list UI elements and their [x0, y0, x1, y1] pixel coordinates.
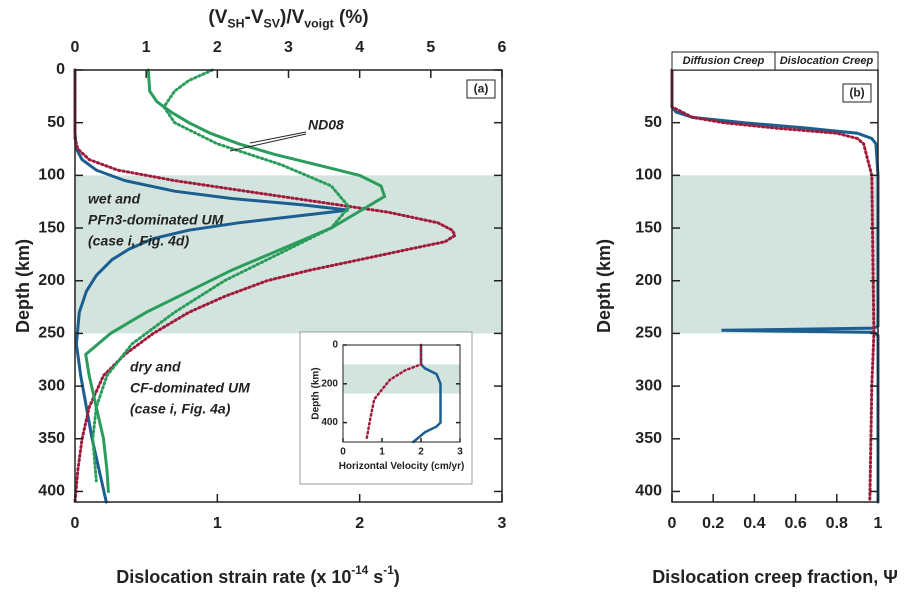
axis-title-part: (%): [334, 7, 369, 28]
y-tick-label: 50: [644, 114, 662, 131]
x-tick-label: 0: [668, 515, 677, 532]
axis-title-part: (V: [208, 7, 227, 28]
x-tick-label: 3: [498, 515, 507, 532]
x-tick-label: 0.8: [826, 515, 848, 532]
x-tick-label: 1: [213, 515, 222, 532]
x-tick-label: 0.4: [743, 515, 765, 532]
y-tick-label: 0: [332, 340, 338, 351]
y-tick-label: 200: [635, 272, 662, 289]
axis-title-part: )/V: [280, 7, 305, 28]
x2-tick-label: 0: [71, 39, 80, 56]
shaded-band: [343, 364, 460, 394]
y-tick-label: 350: [635, 430, 662, 447]
x2-tick-label: 6: [498, 39, 507, 56]
x2-tick-label: 1: [142, 39, 151, 56]
annotation: PFn3-dominated UM: [88, 212, 224, 228]
y-tick-label: 200: [321, 378, 338, 389]
x2-tick-label: 3: [284, 39, 293, 56]
leader-line: [229, 133, 307, 152]
axis-title: Dislocation creep fraction, Ψ: [652, 567, 898, 587]
annotation: wet and: [88, 191, 141, 207]
profile-line: [84, 68, 387, 493]
profile-line: [365, 343, 423, 442]
plot-frame: [342, 344, 461, 443]
axis-title-part: -V: [245, 7, 264, 28]
axis-title-part: voigt: [304, 17, 334, 31]
y-tick-label: 400: [38, 483, 65, 500]
profile-line: [91, 68, 351, 483]
axis-title: Dislocation strain rate (x 10-14 s-1): [116, 564, 399, 587]
y-axis-title: Depth (km): [13, 239, 33, 333]
annotation: CF-dominated UM: [130, 380, 250, 396]
axis-title-part: Dislocation creep fraction, Ψ: [652, 567, 898, 587]
y-tick-label: 150: [38, 219, 65, 236]
x-tick-label: 0: [71, 515, 80, 532]
x-tick-label: 2: [355, 515, 364, 532]
y-tick-label: 200: [38, 272, 65, 289]
axis-title-part: -14: [351, 564, 368, 577]
y-axis-title: Depth (km): [594, 239, 614, 333]
annotation: (case i, Fig. 4a): [130, 401, 231, 417]
shaded-band: [672, 175, 878, 334]
axis-title-part: SV: [264, 17, 281, 31]
y-tick-label: 400: [321, 417, 338, 428]
x-tick-label: 1: [874, 515, 883, 532]
x2-tick-label: 4: [355, 39, 364, 56]
axis-title-part: Horizontal Velocity (cm/yr): [339, 461, 465, 472]
axis-title: Horizontal Velocity (cm/yr): [339, 461, 465, 472]
axis-title-part: -1: [383, 564, 394, 577]
profile-line: [73, 68, 349, 504]
axis-title-part: Dislocation strain rate (x 10: [116, 567, 351, 587]
y-tick-label: 0: [56, 61, 65, 78]
x-tick-label: 3: [457, 447, 463, 458]
panel-label: (a): [474, 82, 489, 96]
y-axis-title: Depth (km): [311, 367, 322, 419]
x-tick-label: 2: [418, 447, 424, 458]
y-tick-label: 250: [635, 325, 662, 342]
x-tick-label: 0: [340, 447, 346, 458]
regime-label: Dislocation Creep: [780, 55, 874, 67]
y-tick-label: 350: [38, 430, 65, 447]
x2-tick-label: 5: [426, 39, 435, 56]
axis-title-part: SH: [227, 17, 244, 31]
profile-line: [73, 68, 457, 504]
y-tick-label: 50: [47, 114, 65, 131]
annotation: (case i, Fig. 4d): [88, 233, 189, 249]
axis-title: (VSH-VSV)/Vvoigt (%): [208, 7, 368, 31]
inset-background: [299, 331, 473, 485]
annotation: dry and: [130, 359, 181, 375]
axis-title-part: ): [394, 567, 400, 587]
panel-label-box: [842, 83, 872, 103]
regime-label: Diffusion Creep: [683, 55, 765, 67]
profile-line: [670, 68, 876, 504]
x2-tick-label: 2: [213, 39, 222, 56]
annotation: ND08: [308, 117, 344, 133]
profile-line: [411, 343, 442, 444]
axis-title-part: s: [368, 567, 383, 587]
y-tick-label: 250: [38, 325, 65, 342]
y-tick-label: 100: [635, 167, 662, 184]
y-tick-label: 100: [38, 167, 65, 184]
panel-label-box: [466, 79, 496, 99]
y-tick-label: 300: [635, 377, 662, 394]
x-tick-label: 1: [379, 447, 385, 458]
shaded-band: [75, 175, 502, 334]
x-tick-label: 0.6: [784, 515, 806, 532]
panel-label: (b): [849, 86, 864, 100]
y-tick-label: 400: [635, 483, 662, 500]
y-tick-label: 150: [635, 219, 662, 236]
leader-line: [249, 131, 307, 144]
x-tick-label: 0.2: [702, 515, 724, 532]
y-tick-label: 300: [38, 377, 65, 394]
